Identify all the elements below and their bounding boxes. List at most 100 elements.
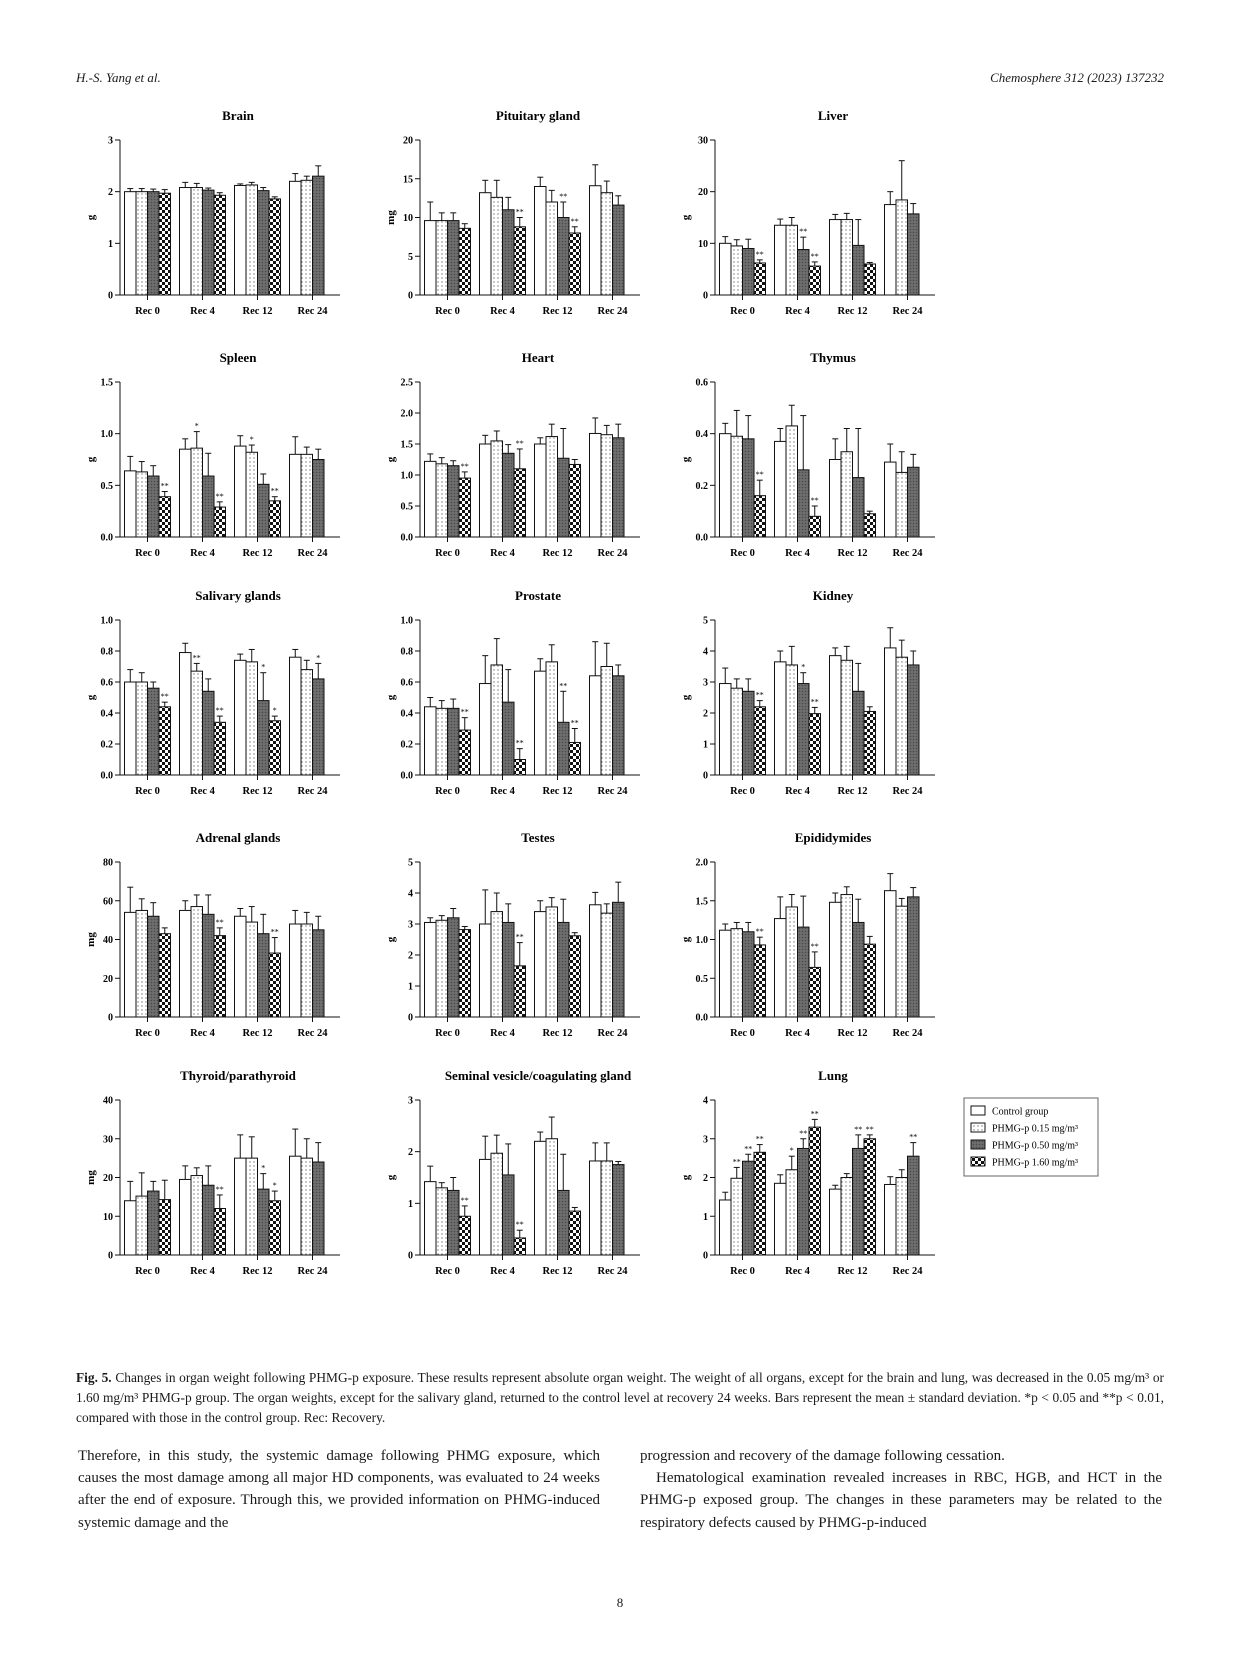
x-tick-label: Rec 4 [490,548,516,559]
bar [797,1147,810,1256]
y-tick-label: 5 [703,616,708,627]
bar [158,192,171,296]
y-tick-label: 2 [408,1147,413,1158]
y-axis-label: g [680,1174,692,1180]
bar [458,929,471,1018]
y-axis-label: mg [385,210,397,225]
y-tick-label: 2 [108,187,113,198]
bar [289,180,302,296]
bar [158,1199,171,1256]
bar [753,944,766,1018]
bar [545,906,558,1018]
bar [502,921,515,1018]
bar [568,741,581,776]
chart-title: Heart [522,350,555,365]
significance-label: ** [516,1220,524,1229]
y-tick-label: 20 [698,187,708,198]
bar [190,1175,203,1256]
bar [312,1161,325,1256]
bar [213,194,226,296]
significance-label: ** [216,706,224,715]
bar [895,905,908,1018]
y-tick-label: 0 [408,1013,413,1024]
bar [257,700,270,776]
bar [545,436,558,538]
bar [753,495,766,538]
bar [458,1215,471,1256]
significance-label: ** [756,250,764,259]
x-tick-label: Rec 0 [730,1266,755,1277]
x-tick-label: Rec 4 [490,306,516,317]
bar [202,1184,215,1256]
y-tick-label: 1.5 [101,378,114,389]
bar [612,204,625,296]
bar [840,894,853,1018]
y-tick-label: 0 [108,1013,113,1024]
significance-label: ** [866,1125,874,1134]
y-tick-label: 1.5 [401,440,414,451]
bar [852,1147,865,1256]
y-axis-label: g [385,1174,397,1180]
bar [753,1151,766,1256]
running-header-journal: Chemosphere 312 (2023) 137232 [990,70,1164,85]
y-tick-label: 5 [408,252,413,263]
bar [568,1210,581,1256]
x-tick-label: Rec 4 [785,786,811,797]
body-column-right: progression and recovery of the damage f… [640,1445,1162,1534]
significance-label: ** [216,1185,224,1194]
x-tick-label: Rec 24 [597,306,628,317]
y-tick-label: 0 [703,771,708,782]
bar [884,1183,897,1256]
bar [458,729,471,776]
x-tick-label: Rec 12 [542,786,572,797]
figure-caption: Fig. 5. Changes in organ weight followin… [76,1368,1164,1428]
bar [612,1164,625,1256]
y-axis-label: g [680,936,692,942]
y-tick-label: 0.0 [401,771,414,782]
y-tick-label: 0.0 [101,771,114,782]
chart-panel: Adrenal glands mg 0 20 40 60 80 Rec 0 Rec 4 ** Rec… [85,830,340,1039]
bar [568,463,581,538]
significance-label: ** [756,927,764,936]
legend-swatch [970,1105,986,1116]
bar [124,470,137,538]
bar [730,1177,743,1256]
significance-label: * [261,663,265,672]
bar [557,921,570,1018]
y-tick-label: 0.8 [401,647,414,658]
bar [424,1181,437,1256]
y-tick-label: 2.0 [696,858,709,869]
bar [435,707,448,776]
bar [907,466,920,538]
bar [213,1208,226,1256]
bar [840,219,853,296]
significance-label: ** [571,217,579,226]
bar [840,659,853,776]
chart-title: Brain [222,108,255,123]
caption-label: Fig. 5. [76,1370,112,1385]
x-tick-label: Rec 4 [190,548,216,559]
chart-title: Salivary glands [195,588,281,603]
bar [147,191,160,296]
bar [852,921,865,1018]
y-tick-label: 0.2 [696,481,709,492]
bar [774,440,787,538]
bar [490,664,503,776]
significance-label: ** [756,691,764,700]
chart-title: Thyroid/parathyroid [180,1068,297,1083]
bar [852,477,865,538]
significance-label: ** [559,192,567,201]
x-tick-label: Rec 12 [837,1028,867,1039]
x-tick-label: Rec 4 [490,1266,516,1277]
bar [600,912,613,1018]
y-tick-label: 1.0 [101,616,114,627]
significance-label: ** [756,1135,764,1144]
y-tick-label: 2.0 [401,409,414,420]
x-tick-label: Rec 0 [135,548,160,559]
y-tick-label: 1 [108,239,113,250]
significance-label: ** [811,697,819,706]
significance-label: * [273,1181,277,1190]
bar [424,460,437,538]
